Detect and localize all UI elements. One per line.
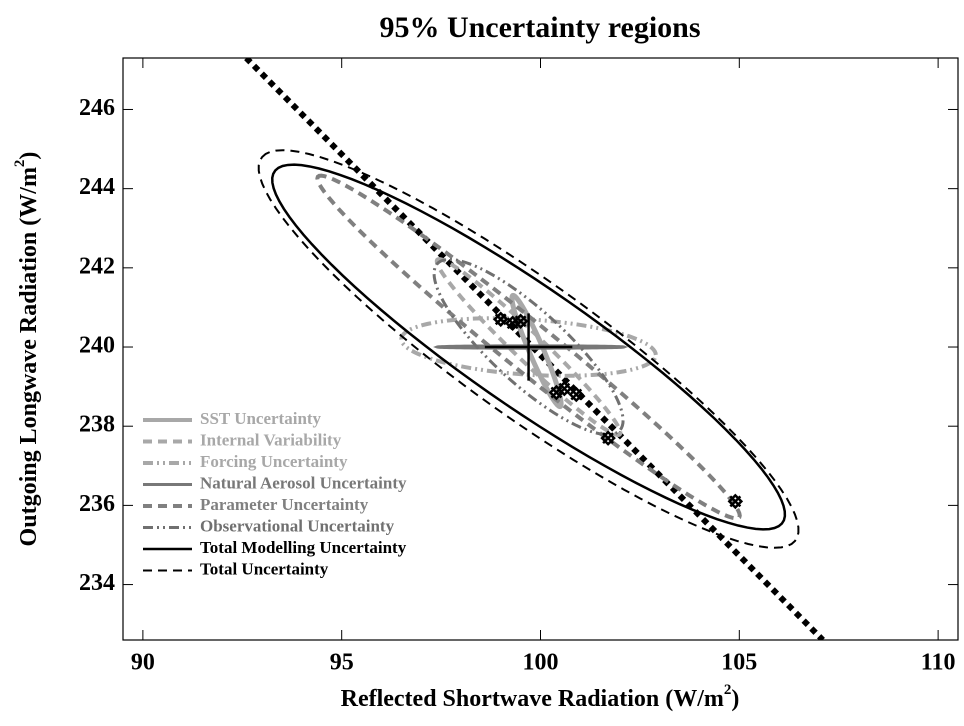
- plot-area: [244, 58, 825, 640]
- uncertainty-ellipse: [257, 149, 800, 549]
- legend-label: Total Modelling Uncertainty: [200, 538, 407, 557]
- x-axis-label-text: Reflected Shortwave Radiation (W/m: [341, 686, 724, 712]
- legend-label: Forcing Uncertainty: [200, 452, 348, 471]
- uncertainty-ellipse: [399, 316, 658, 378]
- x-tick-label: 90: [131, 650, 155, 676]
- uncertainty-ellipse: [271, 163, 787, 531]
- model-point: [727, 493, 744, 510]
- uncertainty-ellipse: [432, 257, 625, 437]
- model-point: [600, 430, 616, 446]
- legend-label: SST Uncertainty: [200, 409, 322, 428]
- y-tick-label: 246: [79, 95, 115, 121]
- legend-label: Total Uncertainty: [200, 559, 329, 578]
- y-axis-label-text: Outgoing Longwave Radiation (W/m: [16, 167, 42, 546]
- x-tick-label: 95: [330, 650, 354, 676]
- x-axis-label-sup: 2: [724, 682, 732, 698]
- model-point: [568, 386, 585, 403]
- y-tick-label: 240: [79, 333, 115, 359]
- x-axis-label: Reflected Shortwave Radiation (W/m2): [341, 682, 740, 711]
- uncertainty-ellipse: [434, 257, 623, 437]
- y-tick-label: 234: [79, 570, 115, 596]
- uncertainty-ellipse: [315, 173, 742, 521]
- model-point: [512, 313, 529, 330]
- legend-label: Parameter Uncertainty: [200, 495, 369, 514]
- chart-title: 95% Uncertainty regions: [379, 11, 700, 44]
- legend-label: Observational Uncertainty: [200, 516, 395, 535]
- y-tick-label: 238: [79, 412, 115, 438]
- x-tick-label: 100: [523, 650, 559, 676]
- legend-label: Natural Aerosol Uncertainty: [200, 473, 407, 492]
- model-point: [556, 380, 573, 397]
- y-axis-label: Outgoing Longwave Radiation (W/m2): [12, 152, 41, 547]
- x-tick-label: 105: [721, 650, 757, 676]
- y-tick-label: 244: [79, 174, 115, 200]
- x-tick-label: 110: [921, 650, 956, 676]
- legend-label: Internal Variability: [200, 430, 342, 449]
- model-point: [492, 311, 509, 328]
- y-tick-label: 242: [79, 253, 115, 279]
- y-axis-label-sup: 2: [12, 160, 28, 168]
- y-axis-label-end: ): [16, 152, 42, 160]
- x-axis-label-end: ): [731, 686, 739, 712]
- y-tick-label: 236: [79, 491, 115, 517]
